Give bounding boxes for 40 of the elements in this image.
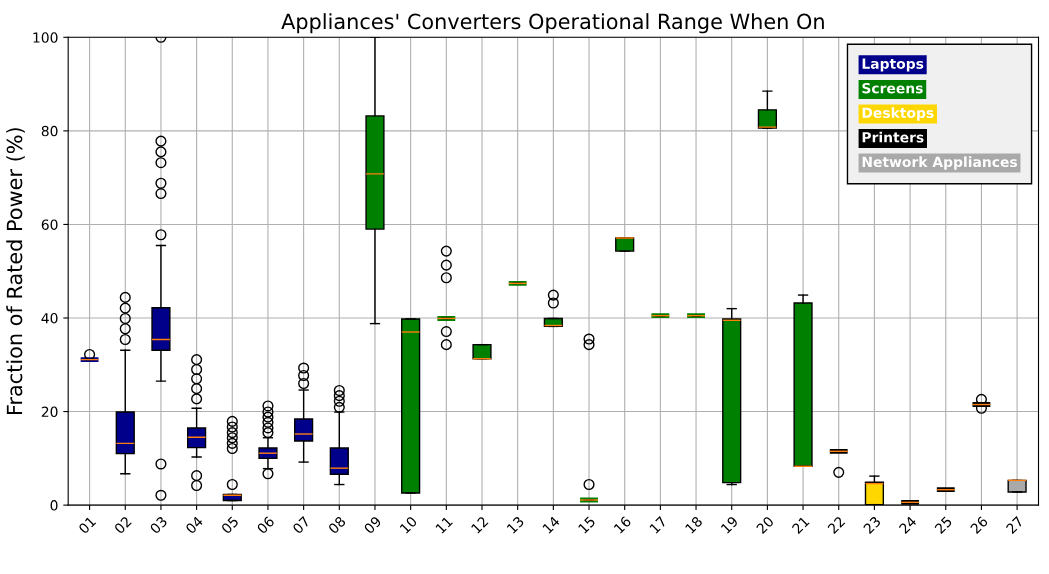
x-tick-label: 07 bbox=[291, 515, 311, 535]
text: Laptops bbox=[862, 58, 924, 72]
x-tick-label: 14 bbox=[542, 515, 561, 534]
y-tick-label: 80 bbox=[41, 125, 58, 137]
text: Screens bbox=[862, 82, 923, 94]
y-tick-label: 0 bbox=[50, 500, 58, 511]
x-tick-label: 11 bbox=[435, 516, 453, 534]
x-tick-label: 26 bbox=[969, 515, 989, 535]
x-tick-label: 23 bbox=[862, 515, 882, 535]
x-tick-label: 05 bbox=[220, 515, 240, 535]
x-tick-label: 25 bbox=[934, 515, 953, 535]
x-tick-label: 15 bbox=[577, 516, 596, 534]
text: Printers bbox=[862, 131, 924, 143]
x-tick-label: 13 bbox=[506, 515, 525, 534]
chart-title: Appliances' Converters Operational Range When On bbox=[281, 13, 824, 34]
x-tick-label: 18 bbox=[684, 515, 703, 534]
y-tick-label: 20 bbox=[41, 406, 58, 418]
x-tick-label: 20 bbox=[755, 515, 775, 535]
x-tick-label: 04 bbox=[184, 515, 204, 535]
x-tick-label: 19 bbox=[720, 515, 739, 534]
y-tick-label: 60 bbox=[41, 219, 58, 230]
text: Network Appliances bbox=[862, 156, 1018, 170]
x-tick-label: 06 bbox=[256, 515, 275, 535]
x-tick-label: 01 bbox=[77, 515, 97, 535]
y-tick-label: 40 bbox=[41, 312, 58, 324]
x-tick-label: 24 bbox=[898, 515, 917, 535]
x-tick-label: 08 bbox=[327, 515, 347, 535]
x-tick-label: 27 bbox=[1005, 515, 1024, 535]
x-tick-label: 10 bbox=[399, 515, 418, 534]
x-tick-label: 09 bbox=[363, 515, 382, 535]
x-tick-label: 12 bbox=[470, 516, 489, 534]
x-tick-label: 02 bbox=[113, 516, 132, 535]
y-axis-title: Fraction of Rated Power (%) bbox=[6, 128, 25, 415]
x-tick-label: 16 bbox=[613, 515, 632, 534]
y-tick-label: 100 bbox=[33, 32, 58, 43]
x-tick-label: 22 bbox=[827, 516, 846, 535]
x-tick-label: 21 bbox=[791, 515, 810, 535]
x-tick-label: 03 bbox=[149, 515, 168, 535]
x-tick-label: 17 bbox=[649, 515, 667, 534]
text: Desktops bbox=[862, 107, 934, 121]
